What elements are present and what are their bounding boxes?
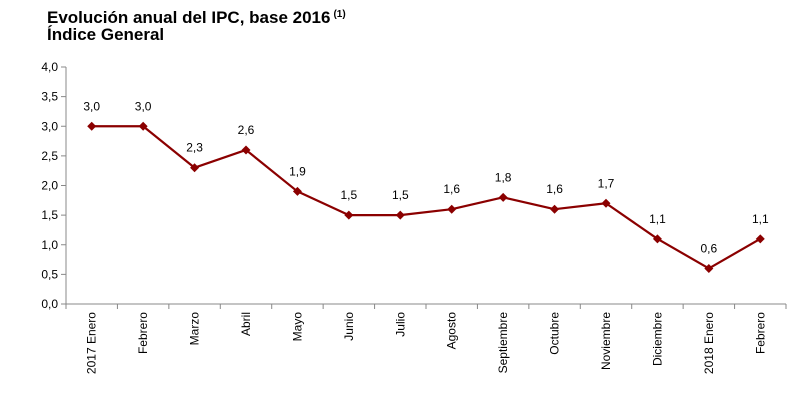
x-tick-label: Diciembre — [650, 312, 664, 366]
data-point-marker — [190, 163, 200, 173]
x-tick-label: Junio — [342, 312, 356, 341]
data-point-marker — [498, 192, 508, 202]
y-tick-label: 3,5 — [41, 90, 58, 104]
x-tick-label: Marzo — [188, 312, 202, 346]
y-tick-label: 0,5 — [41, 267, 58, 281]
title-footnote-marker: (1) — [333, 9, 346, 20]
y-tick-label: 4,0 — [41, 60, 58, 74]
data-point-marker — [395, 210, 405, 220]
data-label: 2,3 — [186, 141, 203, 155]
data-label: 3,0 — [135, 99, 152, 113]
data-point-marker — [601, 198, 611, 208]
data-label: 1,5 — [341, 188, 358, 202]
x-tick-label: Abril — [239, 312, 253, 336]
data-point-marker — [704, 263, 714, 273]
data-point-marker — [652, 234, 662, 244]
data-label: 1,5 — [392, 188, 409, 202]
chart-title: Evolución anual del IPC, base 2016 (1) — [47, 4, 346, 28]
x-tick-label: 2018 Enero — [702, 312, 716, 374]
y-tick-label: 0,0 — [41, 297, 58, 311]
x-tick-label: Septiembre — [496, 312, 510, 374]
data-label: 0,6 — [701, 241, 718, 255]
chart-title-text: Evolución anual del IPC, base 2016 — [47, 8, 331, 27]
data-label: 1,6 — [443, 182, 460, 196]
y-tick-label: 1,0 — [41, 238, 58, 252]
data-point-marker — [344, 210, 354, 220]
data-label: 1,9 — [289, 164, 306, 178]
data-label: 2,6 — [238, 123, 255, 137]
series-line — [91, 125, 761, 270]
x-tick-label: Febrero — [136, 312, 150, 354]
x-tick-label: Mayo — [290, 312, 304, 342]
data-point-marker — [755, 234, 765, 244]
data-label: 1,7 — [598, 176, 615, 190]
data-point-marker — [292, 186, 302, 196]
data-label: 1,8 — [495, 170, 512, 184]
x-tick-label: Febrero — [753, 312, 767, 354]
data-label: 1,6 — [546, 182, 563, 196]
x-tick-label: Agosto — [445, 312, 459, 350]
data-label: 1,1 — [752, 212, 769, 226]
data-point-marker — [241, 145, 251, 155]
data-label: 3,0 — [83, 99, 100, 113]
x-tick-label: 2017 Enero — [85, 312, 99, 374]
y-tick-label: 1,5 — [41, 208, 58, 222]
data-point-marker — [87, 121, 97, 131]
x-tick-label: Octubre — [548, 312, 562, 355]
y-tick-label: 3,0 — [41, 119, 58, 133]
data-label: 1,1 — [649, 212, 666, 226]
x-tick-label: Noviembre — [599, 312, 613, 370]
data-point-marker — [138, 121, 148, 131]
x-tick-label: Julio — [393, 312, 407, 337]
data-point-marker — [447, 204, 457, 214]
chart-subtitle: Índice General — [47, 25, 165, 44]
y-tick-label: 2,5 — [41, 149, 58, 163]
data-point-marker — [550, 204, 560, 214]
y-tick-label: 2,0 — [41, 179, 58, 193]
